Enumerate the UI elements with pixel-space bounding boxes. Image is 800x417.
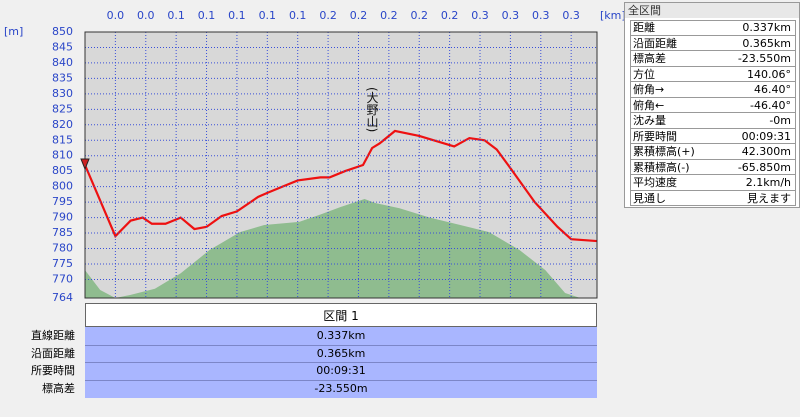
- y-unit: [m]: [4, 25, 23, 38]
- y-tick-label: 810: [52, 149, 73, 162]
- summary-value: -65.850m: [737, 160, 791, 174]
- summary-value: 46.40°: [754, 83, 791, 96]
- summary-title: 全区間: [625, 3, 799, 18]
- x-tick-label: 0.3: [471, 9, 489, 22]
- y-tick-label: 805: [52, 164, 73, 177]
- y-tick-label: 775: [52, 257, 73, 270]
- summary-row: [630, 190, 796, 206]
- x-tick-label: 0.2: [441, 9, 459, 22]
- summary-row: [630, 175, 796, 191]
- summary-row: [630, 35, 796, 51]
- summary-value: 00:09:31: [741, 129, 791, 143]
- summary-value: 0.337km: [742, 21, 791, 34]
- y-tick-label: 830: [52, 87, 73, 100]
- y-tick-label: 770: [52, 272, 73, 285]
- y-tick-label: 825: [52, 102, 73, 115]
- section-header: 区間 1: [85, 303, 597, 327]
- section-divider: [85, 362, 597, 364]
- y-tick-label: 795: [52, 195, 73, 208]
- summary-label: 方位: [633, 67, 655, 81]
- summary-label: 沿面距離: [633, 36, 677, 50]
- y-tick-label: 840: [52, 56, 73, 69]
- profile-line: [83, 129, 598, 243]
- x-tick-label: 0.2: [410, 9, 428, 22]
- y-tick-label: 845: [52, 40, 73, 53]
- summary-label: 沈み量: [633, 114, 666, 127]
- summary-value: -46.40°: [750, 98, 791, 112]
- x-tick-label: 0.2: [350, 9, 368, 22]
- summary-label: 見通し: [633, 191, 666, 205]
- summary-row: [630, 97, 796, 113]
- x-tick-label: 0.0: [107, 9, 125, 22]
- summary-label: 累積標高(-): [633, 160, 690, 174]
- section-value: -23.550m: [314, 382, 368, 396]
- summary-row: [630, 144, 796, 160]
- summary-row: [630, 113, 796, 129]
- summary-label: 俯角←: [633, 98, 665, 112]
- summary-panel: 全区間 距離 0.337km 沿面距離 0.365km 標高差 -23.550m 方位 140…: [624, 2, 800, 208]
- summary-row: [630, 82, 796, 98]
- y-tick-label: 835: [52, 71, 73, 84]
- section-value: 0.365km: [316, 346, 366, 360]
- y-tick-label: 850: [52, 25, 73, 38]
- section-label: 直線距離: [31, 329, 75, 342]
- start-marker: [80, 158, 90, 171]
- summary-label: 俯角→: [633, 83, 665, 96]
- summary-value: -23.550m: [737, 52, 791, 65]
- section-label: 沿面距離: [31, 346, 75, 360]
- summary-value: 42.300m: [741, 145, 791, 158]
- summary-row: [630, 20, 796, 36]
- y-tick-label: 820: [52, 118, 73, 131]
- summary-label: 累積標高(+): [633, 145, 695, 158]
- summary-row: [630, 66, 796, 82]
- section-table: 0.337km 0.365km 00:09:31 -23.550m: [85, 327, 597, 398]
- x-tick-label: 0.3: [532, 9, 550, 22]
- y-tick-label: 815: [52, 133, 73, 146]
- section-value: 0.337km: [316, 329, 366, 342]
- summary-label: 平均速度: [633, 176, 677, 189]
- x-tick-label: 0.2: [380, 9, 398, 22]
- summary-row: [630, 128, 796, 144]
- x-tick-label: 0.1: [228, 9, 246, 22]
- y-tick-label: 780: [52, 242, 73, 255]
- summary-label: 標高差: [633, 52, 666, 65]
- summary-value: -0m: [769, 114, 791, 127]
- summary-value: 140.06°: [747, 67, 791, 81]
- x-tick-label: 0.2: [319, 9, 337, 22]
- summary-label: 距離: [633, 21, 655, 34]
- annotation: (大野山): [365, 87, 379, 132]
- section-divider: [85, 344, 597, 346]
- x-unit: [km]: [600, 9, 626, 22]
- summary-row: [630, 51, 796, 67]
- x-tick-label: 0.0: [137, 9, 155, 22]
- x-tick-label: 0.1: [289, 9, 307, 22]
- y-tick-label: 785: [52, 226, 73, 239]
- y-tick-label: 800: [52, 180, 73, 193]
- x-tick-label: 0.1: [198, 9, 216, 22]
- y-tick-label: 790: [52, 211, 73, 224]
- x-tick-label: 0.3: [502, 9, 520, 22]
- x-tick-label: 0.3: [562, 9, 580, 22]
- section-label: 標高差: [42, 382, 75, 396]
- summary-row: [630, 159, 796, 175]
- summary-value: 見えます: [747, 191, 791, 205]
- section-value: 00:09:31: [316, 364, 366, 378]
- summary-value: 0.365km: [742, 36, 791, 50]
- x-tick-label: 0.1: [167, 9, 185, 22]
- section-label: 所要時間: [31, 364, 75, 378]
- section-divider: [85, 380, 597, 382]
- grid: [85, 31, 597, 299]
- y-tick-label: 764: [52, 291, 73, 304]
- summary-label: 所要時間: [633, 129, 677, 143]
- summary-value: 2.1km/h: [745, 176, 791, 189]
- x-tick-label: 0.1: [259, 9, 277, 22]
